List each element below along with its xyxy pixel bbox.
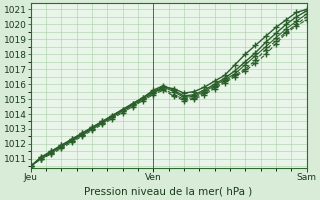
- X-axis label: Pression niveau de la mer( hPa ): Pression niveau de la mer( hPa ): [84, 187, 253, 197]
